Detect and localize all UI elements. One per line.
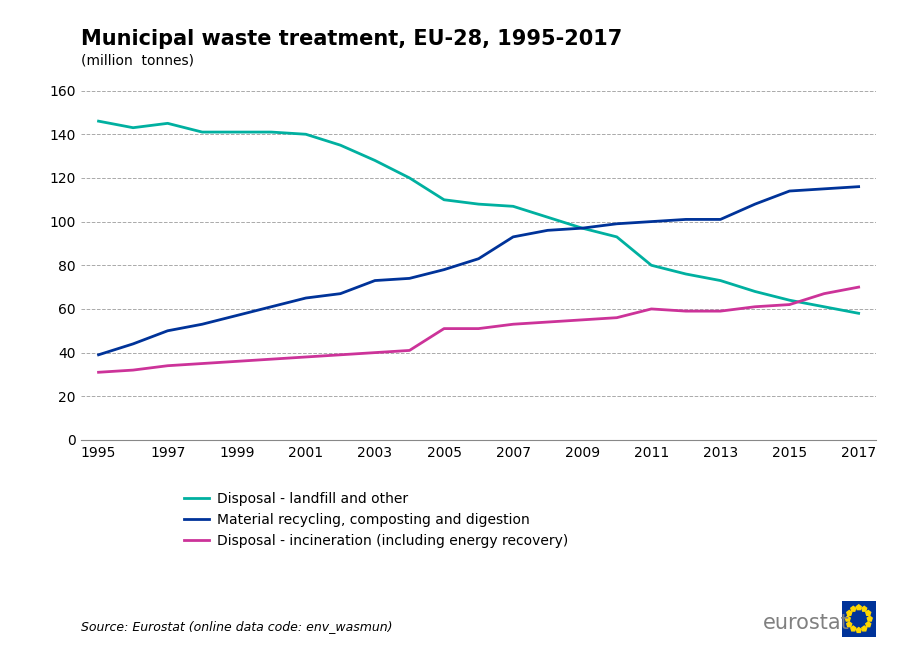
Text: Source: Eurostat (online data code: env_wasmun): Source: Eurostat (online data code: env_… <box>81 620 392 633</box>
Text: (million  tonnes): (million tonnes) <box>81 53 194 67</box>
Text: Municipal waste treatment, EU-28, 1995-2017: Municipal waste treatment, EU-28, 1995-2… <box>81 29 621 49</box>
Legend: Disposal - landfill and other, Material recycling, composting and digestion, Dis: Disposal - landfill and other, Material … <box>183 492 567 548</box>
Text: eurostat: eurostat <box>762 613 849 633</box>
